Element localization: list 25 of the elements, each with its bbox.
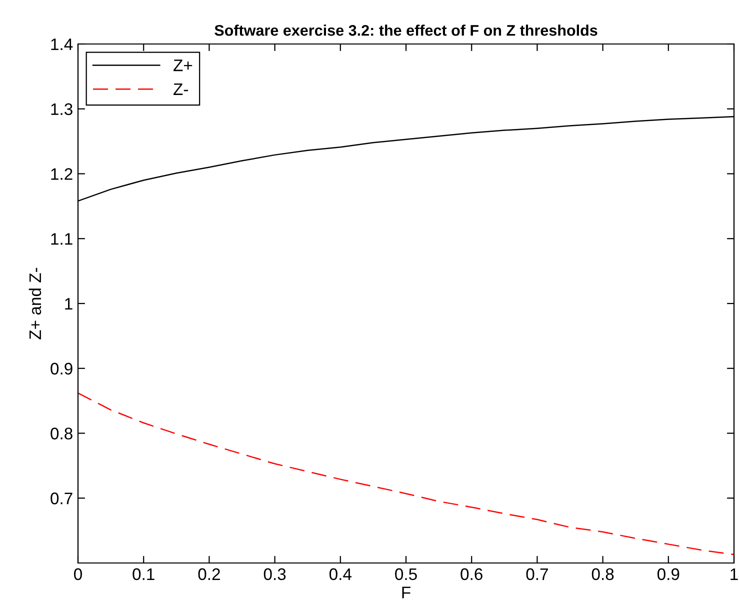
x-tick-label: 0.3: [264, 568, 286, 580]
x-tick-label: 0.7: [526, 568, 548, 580]
x-tick-label: 1: [730, 568, 738, 580]
x-tick-label: 0: [74, 568, 82, 580]
y-axis-title: Z+ and Z-: [28, 268, 42, 340]
x-tick-label: 0.2: [198, 568, 220, 580]
line-series: [78, 392, 734, 556]
x-tick-label: 0.4: [329, 568, 352, 580]
x-tick-label: 0.1: [132, 568, 154, 580]
y-tick-label: 0.9: [50, 362, 72, 375]
chart-title: Software exercise 3.2: the effect of F on Z thresholds: [214, 24, 598, 36]
y-tick-label: 1.3: [51, 103, 72, 116]
y-tick-label: 1: [65, 298, 72, 310]
y-tick-label: 0.7: [50, 492, 72, 504]
x-axis-title: F: [402, 586, 410, 598]
y-tick-label: 0.8: [50, 428, 72, 440]
x-tick-label: 0.5: [395, 568, 417, 580]
y-tick-label: 1.1: [51, 233, 72, 245]
x-tick-label: 0.6: [460, 568, 482, 580]
x-tick-label: 0.9: [657, 568, 680, 580]
legend-label: Z-: [174, 83, 188, 95]
y-tick-label: 1.2: [51, 168, 72, 180]
x-tick-label: 0.8: [592, 568, 614, 580]
legend-label: Z+: [174, 60, 192, 72]
y-tick-label: 1.4: [51, 38, 73, 50]
